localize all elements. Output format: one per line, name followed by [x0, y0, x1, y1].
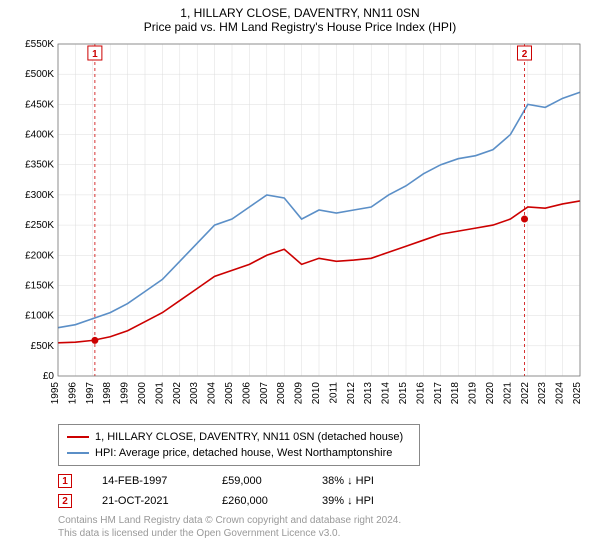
sale-date-2: 21-OCT-2021: [102, 495, 192, 507]
svg-text:2024: 2024: [555, 382, 566, 405]
svg-text:£250K: £250K: [25, 220, 54, 231]
svg-text:2025: 2025: [572, 382, 583, 405]
sale-price-1: £59,000: [222, 475, 292, 487]
title-address: 1, HILLARY CLOSE, DAVENTRY, NN11 0SN: [12, 6, 588, 20]
svg-text:2022: 2022: [520, 382, 531, 405]
svg-text:2011: 2011: [328, 382, 339, 404]
svg-text:£150K: £150K: [25, 280, 54, 291]
svg-text:2: 2: [522, 49, 528, 60]
svg-text:2010: 2010: [311, 382, 322, 405]
svg-text:£350K: £350K: [25, 160, 54, 171]
svg-text:2014: 2014: [381, 382, 392, 405]
sale-row-1: 1 14-FEB-1997 £59,000 38% ↓ HPI: [58, 474, 588, 488]
svg-text:£500K: £500K: [25, 69, 54, 80]
svg-text:2017: 2017: [433, 382, 444, 405]
svg-text:2015: 2015: [398, 382, 409, 405]
legend-swatch-1: [67, 436, 89, 438]
sale-marker-1: 1: [58, 474, 72, 488]
svg-text:2013: 2013: [363, 382, 374, 405]
svg-text:2004: 2004: [207, 382, 218, 405]
svg-text:2007: 2007: [259, 382, 270, 405]
svg-text:£0: £0: [43, 371, 55, 382]
sale-row-2: 2 21-OCT-2021 £260,000 39% ↓ HPI: [58, 494, 588, 508]
svg-text:2018: 2018: [450, 382, 461, 405]
sale-price-2: £260,000: [222, 495, 292, 507]
sales-table: 1 14-FEB-1997 £59,000 38% ↓ HPI 2 21-OCT…: [58, 474, 588, 508]
svg-text:1997: 1997: [85, 382, 96, 405]
attribution: Contains HM Land Registry data © Crown c…: [58, 514, 588, 540]
svg-text:2023: 2023: [537, 382, 548, 405]
legend: 1, HILLARY CLOSE, DAVENTRY, NN11 0SN (de…: [58, 424, 420, 466]
legend-label-1: 1, HILLARY CLOSE, DAVENTRY, NN11 0SN (de…: [95, 429, 403, 445]
svg-text:1995: 1995: [50, 382, 61, 405]
svg-text:£400K: £400K: [25, 130, 54, 141]
svg-text:2019: 2019: [468, 382, 479, 405]
svg-text:2020: 2020: [485, 382, 496, 405]
svg-text:2016: 2016: [415, 382, 426, 405]
svg-text:1998: 1998: [102, 382, 113, 405]
legend-row-2: HPI: Average price, detached house, West…: [67, 445, 411, 461]
legend-swatch-2: [67, 452, 89, 454]
chart-area: £0 £50K £100K £150K £200K £250K £300K £350K £400…: [12, 38, 588, 418]
svg-text:2009: 2009: [294, 382, 305, 405]
sale-marker-2: 2: [58, 494, 72, 508]
attribution-line-2: This data is licensed under the Open Gov…: [58, 527, 588, 540]
legend-row-1: 1, HILLARY CLOSE, DAVENTRY, NN11 0SN (de…: [67, 429, 411, 445]
svg-text:2000: 2000: [137, 382, 148, 405]
svg-text:1996: 1996: [67, 382, 78, 405]
svg-text:2008: 2008: [276, 382, 287, 405]
svg-text:£50K: £50K: [31, 341, 55, 352]
svg-text:£200K: £200K: [25, 250, 54, 261]
attribution-line-1: Contains HM Land Registry data © Crown c…: [58, 514, 588, 527]
legend-label-2: HPI: Average price, detached house, West…: [95, 445, 392, 461]
svg-text:2021: 2021: [502, 382, 513, 405]
svg-text:£450K: £450K: [25, 99, 54, 110]
sale-delta-1: 38% ↓ HPI: [322, 475, 374, 487]
svg-text:2012: 2012: [346, 382, 357, 405]
svg-text:2003: 2003: [189, 382, 200, 405]
title-subtitle: Price paid vs. HM Land Registry's House …: [12, 20, 588, 34]
svg-text:2002: 2002: [172, 382, 183, 405]
line-chart-svg: £0 £50K £100K £150K £200K £250K £300K £350K £400…: [12, 38, 588, 418]
svg-text:£300K: £300K: [25, 190, 54, 201]
chart-container: 1, HILLARY CLOSE, DAVENTRY, NN11 0SN Pri…: [0, 0, 600, 560]
svg-text:2005: 2005: [224, 382, 235, 405]
sale-delta-2: 39% ↓ HPI: [322, 495, 374, 507]
svg-text:2001: 2001: [154, 382, 165, 405]
sale-date-1: 14-FEB-1997: [102, 475, 192, 487]
svg-text:£100K: £100K: [25, 311, 54, 322]
svg-text:£550K: £550K: [25, 39, 54, 50]
svg-text:2006: 2006: [241, 382, 252, 405]
svg-text:1: 1: [92, 49, 98, 60]
svg-text:1999: 1999: [120, 382, 131, 405]
